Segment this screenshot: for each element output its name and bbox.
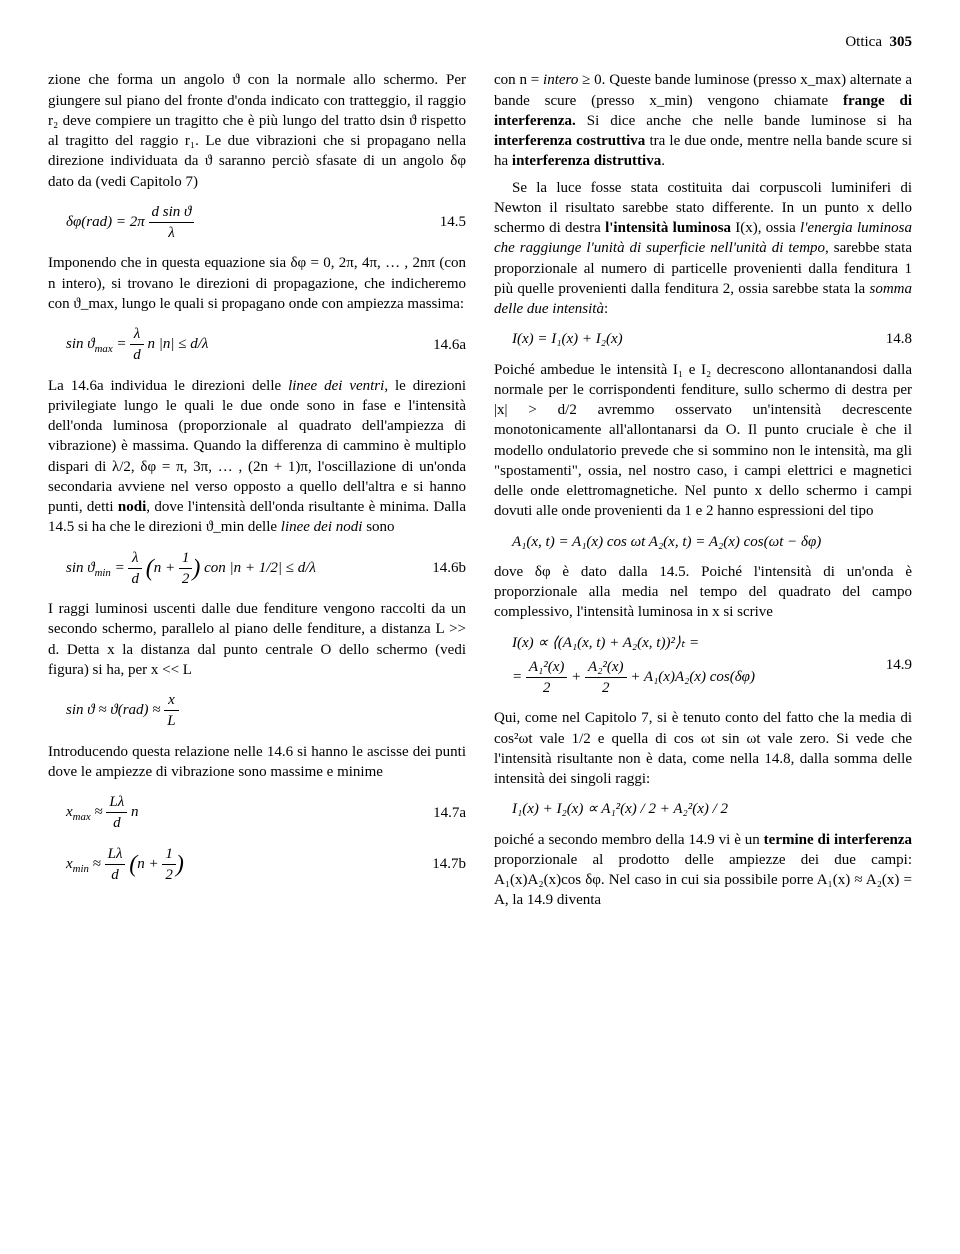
equation-approx: sin ϑ ≈ ϑ(rad) ≈ xL: [48, 690, 466, 732]
page-header: Ottica 305: [48, 32, 912, 52]
para-r3: Poiché ambedue le intensità I₁ e I₂ decr…: [494, 360, 912, 522]
equation-14-6b: sin ϑmin = λd (n + 12) con |n + 1/2| ≤ d…: [48, 548, 466, 590]
para-l2: Imponendo che in questa equazione sia δφ…: [48, 253, 466, 314]
eq-number: 14.7a: [421, 803, 466, 823]
para-r1: con n = intero ≥ 0. Queste bande luminos…: [494, 70, 912, 171]
eq-number: 14.6b: [420, 558, 466, 578]
equation-14-5: δφ(rad) = 2π d sin ϑλ 14.5: [48, 202, 466, 244]
equation-14-8: I(x) = I₁(x) + I₂(x) 14.8: [494, 329, 912, 349]
eq-number: 14.5: [428, 212, 466, 232]
section-name: Ottica: [845, 34, 882, 50]
equation-sum-intensities: I₁(x) + I₂(x) ∝ A₁²(x) / 2 + A₂²(x) / 2: [494, 799, 912, 819]
para-r5: Qui, come nel Capitolo 7, si è tenuto co…: [494, 708, 912, 789]
eq-number: 14.9: [874, 655, 912, 675]
eq-number: 14.6a: [421, 335, 466, 355]
para-r6: poiché a secondo membro della 14.9 vi è …: [494, 830, 912, 911]
equation-14-6a: sin ϑmax = λd n |n| ≤ d/λ 14.6a: [48, 324, 466, 366]
para-l4: I raggi luminosi uscenti dalle due fendi…: [48, 599, 466, 680]
eq-number: 14.8: [874, 329, 912, 349]
para-l3: La 14.6a individua le direzioni delle li…: [48, 376, 466, 538]
para-r4: dove δφ è dato dalla 14.5. Poiché l'inte…: [494, 562, 912, 623]
para-r2: Se la luce fosse stata costituita dai co…: [494, 178, 912, 320]
equation-A-fields: A₁(x, t) = A₁(x) cos ωt A₂(x, t) = A₂(x)…: [494, 532, 912, 552]
equation-14-7a: xmax ≈ Lλd n 14.7a: [48, 792, 466, 834]
equation-14-7b: xmin ≈ Lλd (n + 12) 14.7b: [48, 844, 466, 886]
equation-14-9: I(x) ∝ ⟨(A₁(x, t) + A₂(x, t))²⟩ₜ = = A₁²…: [494, 633, 912, 699]
eq-number: 14.7b: [420, 854, 466, 874]
page-number: 305: [890, 34, 913, 50]
para-l1: zione che forma un angolo ϑ con la norma…: [48, 70, 466, 192]
two-column-body: zione che forma un angolo ϑ con la norma…: [48, 70, 912, 910]
para-l5: Introducendo questa relazione nelle 14.6…: [48, 742, 466, 783]
